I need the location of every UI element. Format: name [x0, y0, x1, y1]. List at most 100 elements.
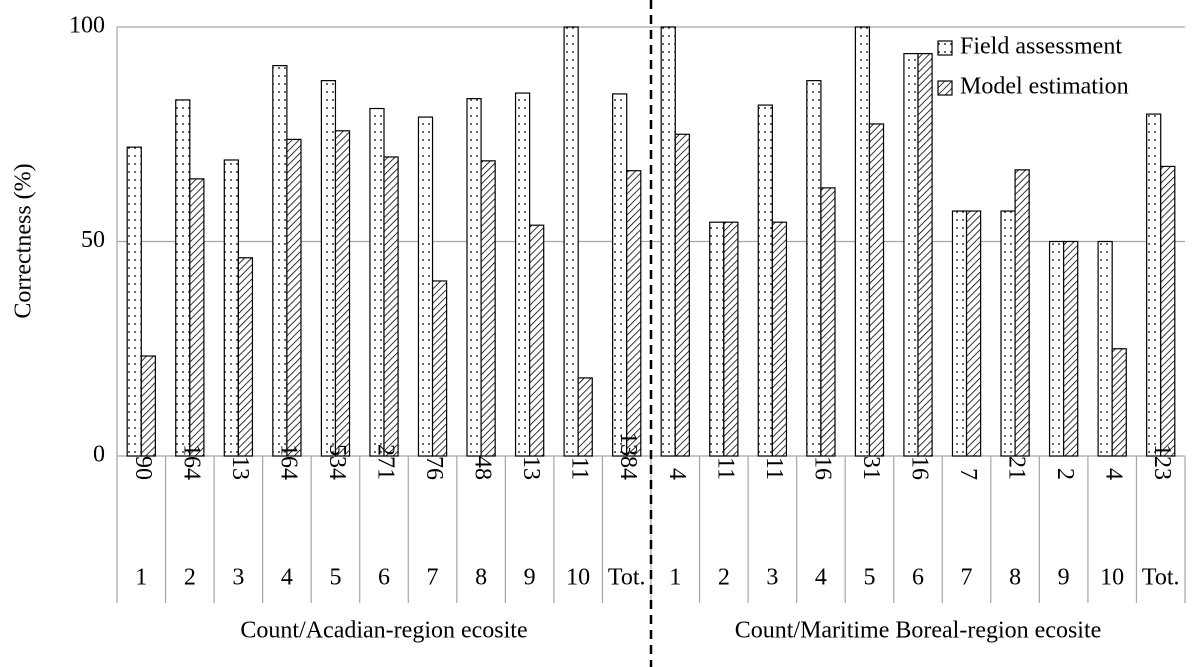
bar [334, 130, 351, 457]
x-tick-label: 6 [378, 565, 390, 591]
count-label: 2 [1052, 468, 1078, 480]
x-tick-label: 9 [524, 565, 536, 591]
bar [175, 99, 191, 457]
bar [709, 221, 725, 457]
x-tick-label: 7 [961, 565, 973, 591]
bar [480, 160, 496, 457]
bar [514, 92, 531, 457]
count-label: 11 [761, 457, 787, 480]
bar [1048, 240, 1065, 457]
bar [612, 93, 628, 457]
x-tick-label: 4 [815, 565, 827, 591]
x-tick-label: 4 [281, 565, 293, 591]
legend-label: Model estimation [960, 74, 1129, 100]
count-label: 31 [858, 456, 884, 480]
x-tick-label: 2 [184, 565, 196, 591]
bar [820, 187, 836, 457]
count-label: 11 [567, 457, 593, 480]
bar [563, 26, 579, 457]
bar [383, 156, 399, 457]
legend-swatch [937, 80, 953, 96]
y-axis-title: Correctness (%) [11, 163, 37, 318]
count-label: 164 [275, 444, 301, 480]
bar [272, 65, 288, 457]
count-label: 534 [324, 444, 350, 480]
x-tick-label: 7 [427, 565, 439, 591]
bar [660, 26, 676, 457]
count-label: 4 [664, 468, 690, 480]
bar [417, 116, 434, 457]
bar [1014, 169, 1030, 457]
x-tick-label: Tot. [608, 565, 646, 591]
bar [951, 210, 968, 457]
bar [674, 133, 690, 457]
count-label: 90 [130, 456, 156, 480]
x-tick-label: 1 [135, 565, 147, 591]
x-tick-label: 5 [329, 565, 341, 591]
count-label: 123 [1149, 444, 1175, 480]
bar [771, 221, 788, 457]
count-label: 11 [712, 457, 738, 480]
x-tick-label: 10 [566, 565, 590, 591]
count-label: 48 [470, 456, 496, 480]
count-label: 76 [421, 456, 447, 480]
bar [1063, 240, 1079, 457]
count-label: 1384 [615, 432, 641, 480]
bar [189, 178, 205, 457]
legend-label: Field assessment [960, 34, 1122, 60]
bar [917, 52, 933, 457]
group-label: Count/Maritime Boreal-region ecosite [735, 618, 1102, 644]
bar [1146, 113, 1162, 457]
count-label: 271 [372, 444, 398, 480]
x-tick-label: 8 [1009, 565, 1021, 591]
count-label: 21 [1004, 456, 1030, 480]
bar [126, 146, 142, 457]
group-label: Count/Acadian-region ecosite [240, 618, 527, 644]
bar [868, 123, 885, 457]
count-label: 164 [178, 444, 204, 480]
x-tick-label: 9 [1058, 565, 1070, 591]
bar [431, 280, 448, 457]
x-tick-label: 8 [475, 565, 487, 591]
bar [286, 138, 302, 457]
bar [965, 210, 982, 457]
bar [1097, 240, 1113, 457]
count-label: 16 [906, 456, 932, 480]
bar [854, 26, 871, 457]
x-tick-label: 6 [912, 565, 924, 591]
x-tick-label: 1 [669, 565, 681, 591]
x-tick-label: Tot. [1142, 565, 1180, 591]
bar [529, 224, 545, 457]
bar [626, 170, 642, 457]
bar [577, 377, 593, 457]
bar [1160, 165, 1176, 457]
x-tick-label: 2 [718, 565, 730, 591]
bar [1111, 348, 1127, 457]
legend-swatch [937, 40, 953, 56]
bar [223, 159, 239, 457]
x-tick-label: 5 [863, 565, 875, 591]
y-tick-label: 50 [81, 227, 105, 253]
bar [369, 107, 385, 457]
x-tick-label: 3 [766, 565, 778, 591]
bar [757, 104, 773, 457]
count-label: 13 [227, 456, 253, 480]
bar [466, 98, 482, 457]
count-label: 4 [1101, 468, 1127, 480]
bar [806, 80, 822, 457]
bar [723, 221, 739, 457]
x-tick-label: 10 [1100, 565, 1124, 591]
bar [140, 355, 156, 457]
bar [320, 80, 337, 457]
x-tick-label: 3 [232, 565, 244, 591]
bar [237, 257, 254, 457]
y-tick-label: 0 [93, 442, 105, 468]
bar [903, 52, 919, 457]
bar [1000, 210, 1016, 457]
y-tick-label: 100 [69, 13, 105, 39]
count-label: 13 [518, 456, 544, 480]
count-label: 16 [809, 456, 835, 480]
count-label: 7 [955, 468, 981, 480]
